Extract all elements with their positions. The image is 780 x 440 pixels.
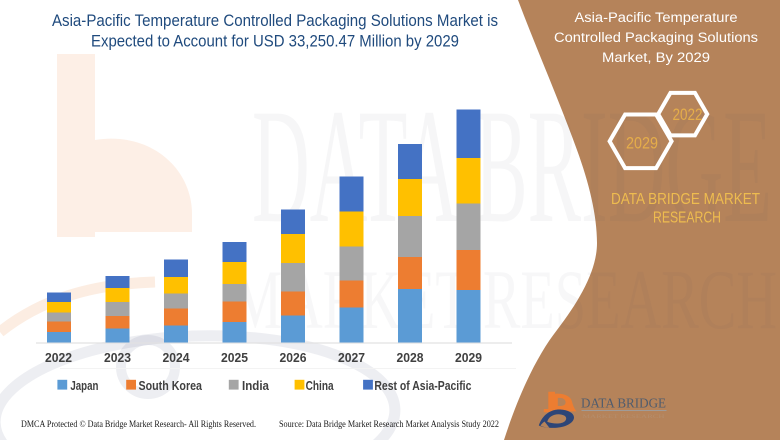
svg-text:Controlled Packaging Solutions: Controlled Packaging Solutions: [554, 30, 758, 45]
svg-text:Expected to Account for USD 33: Expected to Account for USD 33,250.47 Mi…: [91, 33, 459, 51]
svg-text:2024: 2024: [163, 350, 191, 365]
svg-text:DATA BRIDGE: DATA BRIDGE: [252, 76, 772, 257]
svg-text:Asia-Pacific Temperature: Asia-Pacific Temperature: [575, 10, 738, 25]
svg-text:2023: 2023: [104, 350, 131, 365]
svg-text:2028: 2028: [397, 350, 424, 365]
svg-text:2029: 2029: [626, 134, 658, 152]
svg-text:Asia-Pacific Temperature Contr: Asia-Pacific Temperature Controlled Pack…: [52, 12, 498, 30]
svg-text:2027: 2027: [338, 350, 365, 365]
svg-text:DATA BRIDGE MARKET: DATA BRIDGE MARKET: [611, 191, 760, 208]
svg-text:MARKET RESEARCH: MARKET RESEARCH: [232, 253, 777, 347]
svg-text:2029: 2029: [455, 350, 482, 365]
svg-text:2022: 2022: [673, 106, 703, 124]
svg-text:DATA BRIDGE: DATA BRIDGE: [581, 397, 666, 412]
svg-text:Rest of Asia-Pacific: Rest of Asia-Pacific: [374, 378, 471, 393]
svg-text:Market, By 2029: Market, By 2029: [602, 50, 710, 65]
svg-text:RESEARCH: RESEARCH: [653, 210, 721, 227]
svg-text:Japan: Japan: [70, 378, 98, 393]
svg-text:DMCA Protected © Data Bridge M: DMCA Protected © Data Bridge Market Rese…: [21, 419, 256, 430]
svg-text:China: China: [306, 378, 335, 393]
svg-text:2025: 2025: [221, 350, 248, 365]
svg-text:India: India: [242, 378, 270, 393]
svg-text:2026: 2026: [280, 350, 307, 365]
svg-text:2022: 2022: [45, 350, 72, 365]
svg-text:Source: Data Bridge Market Res: Source: Data Bridge Market Research Mark…: [279, 420, 499, 430]
svg-text:MARKET RESEARCH: MARKET RESEARCH: [583, 415, 666, 420]
svg-text:South Korea: South Korea: [139, 378, 203, 393]
